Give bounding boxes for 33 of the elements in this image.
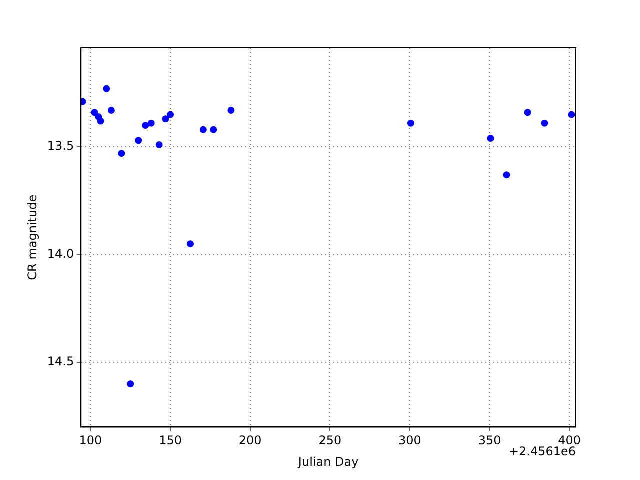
x-tick-label: 100 <box>79 434 102 448</box>
point <box>103 85 110 92</box>
y-tick-label: 13.5 <box>47 139 74 154</box>
point <box>148 120 155 127</box>
point <box>186 240 194 248</box>
point <box>228 106 235 114</box>
point <box>503 172 510 179</box>
point <box>127 380 134 388</box>
point <box>162 116 170 123</box>
x-axis-title: Julian Day <box>297 454 359 469</box>
point <box>568 111 576 118</box>
x-tick-label: 150 <box>159 434 182 448</box>
y-tick-label: 14.5 <box>47 354 74 369</box>
point <box>524 109 532 116</box>
point <box>156 141 163 148</box>
x-tick-label: 200 <box>238 434 262 448</box>
y-axis-title: CR magnitude <box>25 194 40 280</box>
point <box>200 126 207 134</box>
point <box>135 137 142 144</box>
point <box>407 120 414 127</box>
y-tick-label: 14.0 <box>47 246 74 261</box>
point <box>118 150 126 158</box>
point <box>541 120 548 127</box>
point <box>487 134 494 142</box>
point <box>167 111 174 118</box>
x-tick-label: 250 <box>318 434 342 448</box>
point <box>142 122 150 130</box>
point <box>97 118 104 125</box>
point <box>91 109 98 116</box>
x-tick-label: 300 <box>398 434 422 448</box>
point <box>108 106 115 114</box>
x-tick-label: 350 <box>478 434 502 448</box>
point <box>210 126 218 134</box>
